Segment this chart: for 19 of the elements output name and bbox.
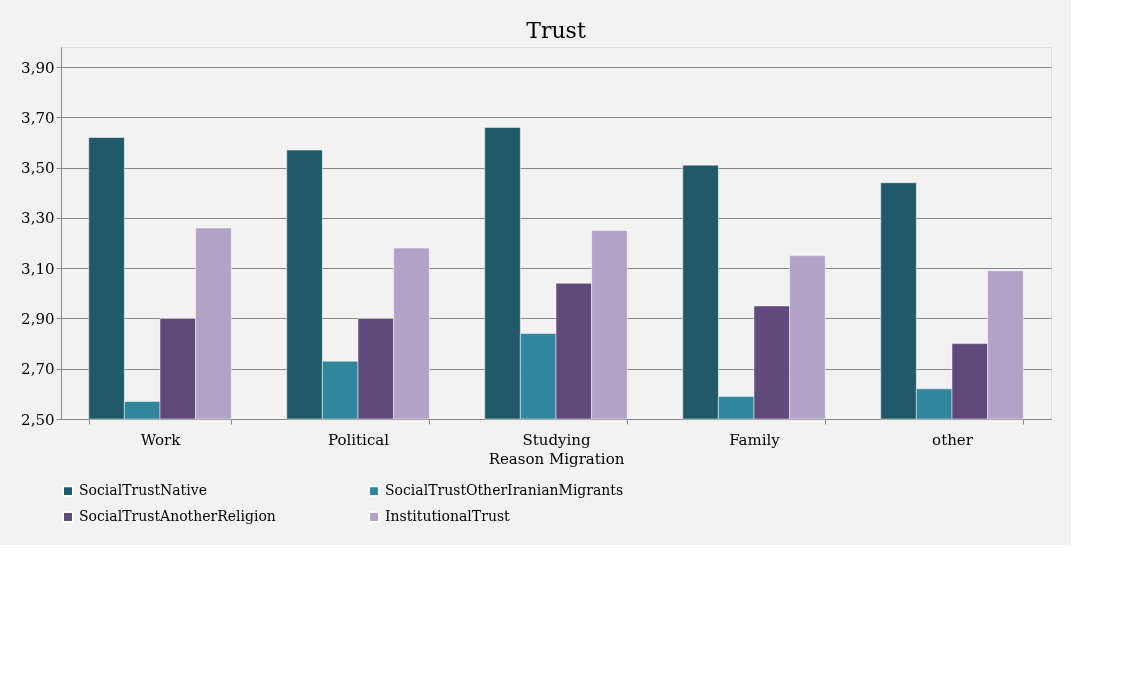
- x-tick-label: Political: [327, 430, 390, 449]
- y-tick-label: 3,90: [21, 58, 55, 77]
- y-tick-label: 3,10: [21, 259, 55, 278]
- y-tick-label: 2,90: [21, 309, 55, 328]
- legend-label: SocialTrustAnotherReligion: [79, 508, 276, 524]
- x-axis-title: Reason Migration: [488, 449, 625, 468]
- legend-label: SocialTrustNative: [79, 482, 207, 499]
- y-tick-label: 3,30: [21, 209, 55, 228]
- legend-label: SocialTrustOtherIranianMigrants: [385, 482, 624, 499]
- x-tick-label: Studying: [522, 430, 591, 449]
- y-tick-label: 2,50: [21, 410, 55, 429]
- y-tick-label: 3,50: [21, 159, 55, 178]
- y-tick-label: 3,70: [21, 108, 55, 127]
- legend-label: InstitutionalTrust: [385, 508, 511, 524]
- x-tick-label: other: [932, 430, 974, 449]
- y-tick-label: 2,70: [21, 360, 55, 379]
- chart-title: Trust: [526, 18, 586, 43]
- x-tick-label: Work: [140, 430, 182, 449]
- x-tick-label: Family: [729, 430, 781, 449]
